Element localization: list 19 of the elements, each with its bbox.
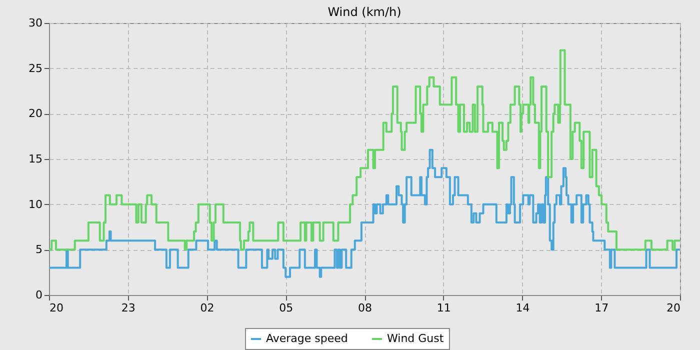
x-tick-label: 23 (121, 302, 136, 314)
y-tick-label: 0 (36, 288, 42, 302)
x-tick-label: 14 (516, 302, 530, 314)
y-tick-label: 15 (28, 152, 42, 166)
y-tick-label: 5 (36, 243, 42, 256)
chart-title: Wind (km/h) (328, 5, 402, 19)
x-tick-label: 02 (200, 302, 214, 314)
x-tick-label: 11 (436, 302, 451, 314)
y-tick-label: 20 (28, 107, 42, 120)
legend-label: Average speed (266, 332, 348, 345)
x-tick-label: 17 (594, 302, 609, 314)
x-tick-label: 08 (358, 302, 372, 314)
x-tick-label: 05 (279, 302, 294, 314)
x-tick-label: 20 (666, 302, 680, 314)
x-tick-label: 20 (50, 302, 64, 314)
y-tick-label: 10 (28, 198, 42, 211)
legend-label: Wind Gust (387, 332, 444, 345)
y-tick-label: 25 (28, 62, 42, 75)
y-tick-label: 30 (28, 16, 42, 30)
